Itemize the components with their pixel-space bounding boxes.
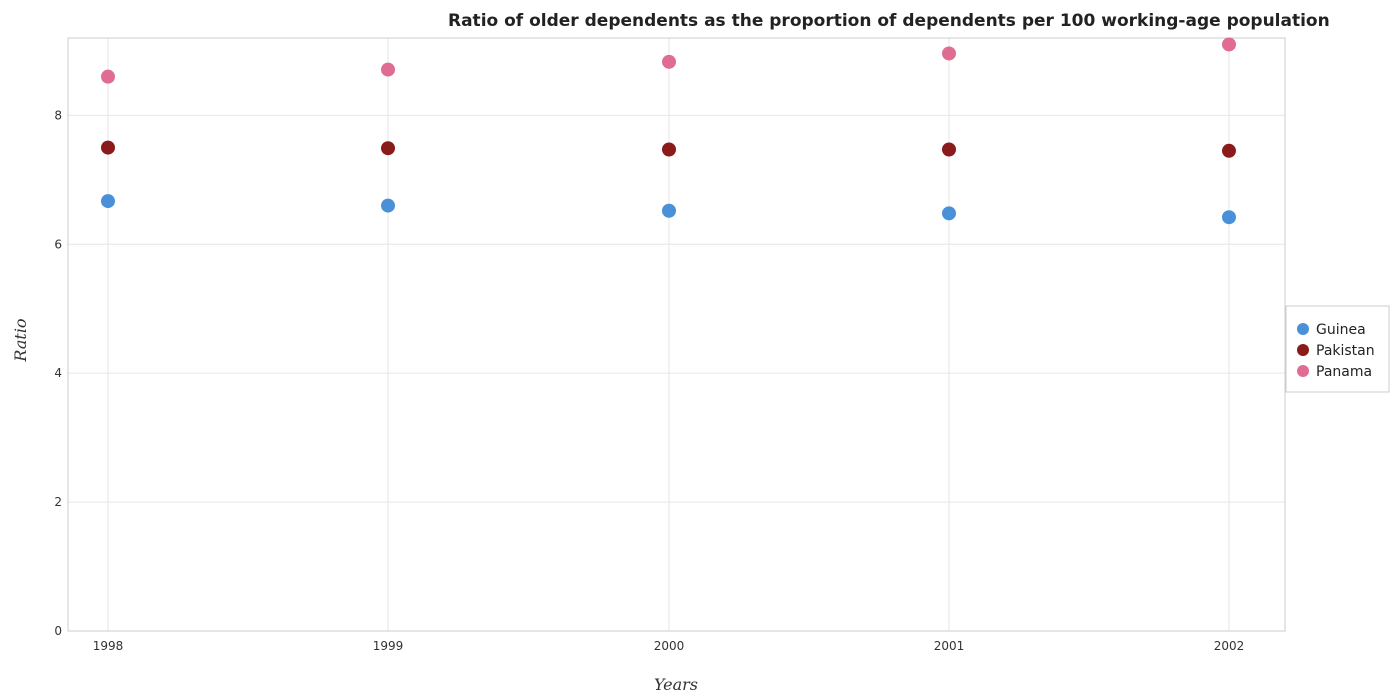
legend-marker-pakistan bbox=[1297, 344, 1309, 356]
legend-label-panama: Panama bbox=[1316, 364, 1372, 380]
point-pakistan bbox=[662, 142, 676, 157]
x-tick-label: 2000 bbox=[654, 639, 685, 653]
point-panama bbox=[101, 69, 115, 84]
legend-label-pakistan: Pakistan bbox=[1316, 343, 1375, 359]
y-tick-label: 0 bbox=[54, 624, 62, 638]
legend-marker-panama bbox=[1297, 365, 1309, 377]
plot-frame bbox=[67, 37, 1286, 632]
legend-marker-guinea bbox=[1297, 323, 1309, 335]
point-guinea bbox=[662, 203, 676, 218]
point-guinea bbox=[381, 198, 395, 213]
point-panama bbox=[662, 54, 676, 69]
x-axis-ticks: 1998 1999 2000 2001 2002 bbox=[93, 639, 1245, 653]
x-tick-label: 2001 bbox=[934, 639, 965, 653]
x-tick-label: 1999 bbox=[373, 639, 404, 653]
y-axis-label: Ratio bbox=[11, 318, 30, 362]
y-axis-ticks: 0 2 4 6 8 bbox=[54, 108, 62, 638]
grid bbox=[68, 38, 1285, 632]
point-pakistan bbox=[1222, 143, 1236, 158]
point-guinea bbox=[942, 206, 956, 221]
point-guinea bbox=[101, 194, 115, 209]
point-panama bbox=[381, 62, 395, 77]
point-pakistan bbox=[101, 140, 115, 155]
point-panama bbox=[1222, 37, 1236, 52]
y-tick-label: 4 bbox=[54, 366, 62, 380]
data-points bbox=[101, 37, 1236, 225]
y-tick-label: 8 bbox=[54, 108, 62, 122]
y-tick-label: 2 bbox=[54, 495, 62, 509]
point-pakistan bbox=[942, 142, 956, 157]
legend: Guinea Pakistan Panama bbox=[1285, 305, 1390, 393]
x-axis-label: Years bbox=[654, 675, 698, 694]
x-tick-label: 1998 bbox=[93, 639, 124, 653]
chart-title: Ratio of older dependents as the proport… bbox=[448, 11, 1330, 31]
x-tick-label: 2002 bbox=[1214, 639, 1245, 653]
y-tick-label: 6 bbox=[54, 237, 62, 251]
legend-label-guinea: Guinea bbox=[1316, 322, 1366, 338]
point-panama bbox=[942, 46, 956, 61]
point-pakistan bbox=[381, 141, 395, 156]
point-guinea bbox=[1222, 210, 1236, 225]
